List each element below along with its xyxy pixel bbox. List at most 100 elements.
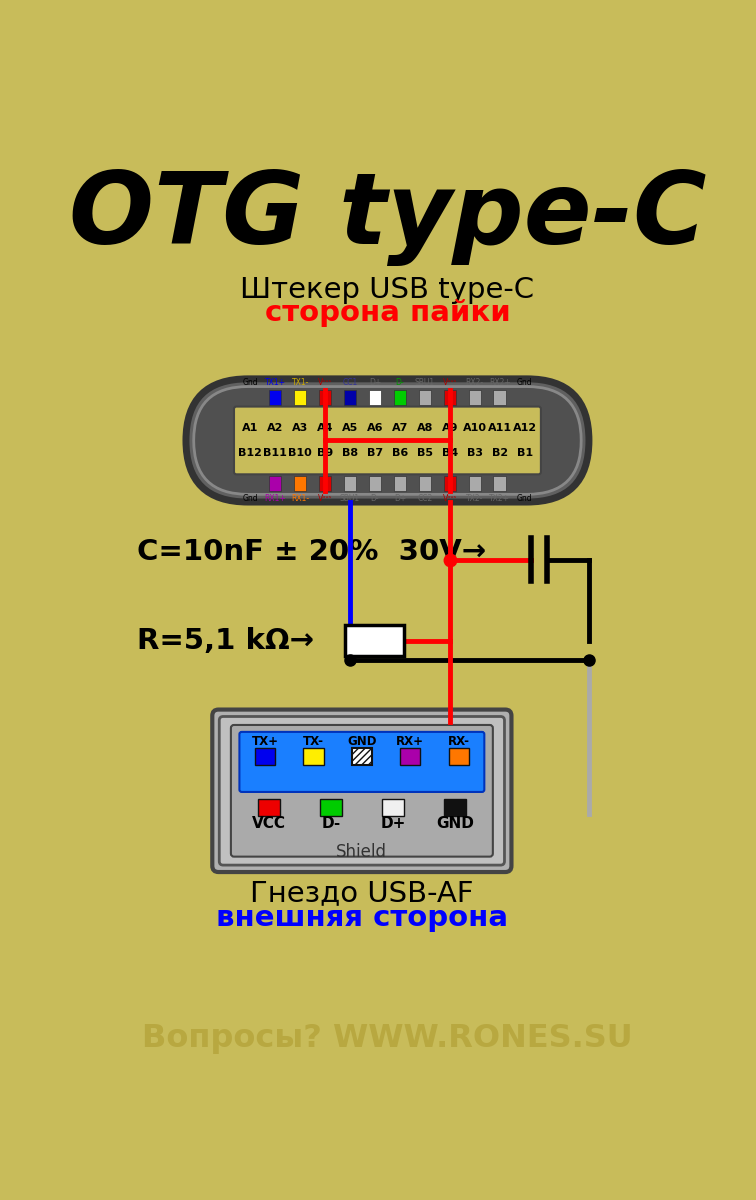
Text: TX-: TX-	[303, 736, 324, 749]
Text: B10: B10	[288, 448, 312, 457]
Text: TX2-: TX2-	[466, 493, 483, 503]
Bar	[269, 390, 281, 406]
Bar	[444, 476, 456, 491]
Text: SBU1: SBU1	[415, 378, 435, 388]
Bar	[382, 799, 404, 816]
Text: внешняя сторона: внешняя сторона	[216, 905, 508, 932]
Text: B3: B3	[466, 448, 483, 457]
Text: A9: A9	[442, 424, 458, 433]
Text: TX1-: TX1-	[292, 378, 309, 388]
Text: B11: B11	[263, 448, 287, 457]
Text: CC2: CC2	[417, 493, 432, 503]
Bar	[352, 748, 372, 766]
Bar	[319, 476, 331, 491]
Text: TX1+: TX1+	[265, 378, 286, 388]
Text: D-: D-	[395, 378, 404, 388]
Bar	[319, 390, 331, 406]
Text: B6: B6	[392, 448, 408, 457]
Text: Гнездо USB-AF: Гнездо USB-AF	[250, 878, 473, 907]
Bar	[369, 390, 381, 406]
Bar	[469, 476, 481, 491]
Text: RX2-: RX2-	[466, 378, 484, 388]
Text: D-: D-	[321, 816, 340, 832]
Text: SBU1: SBU1	[340, 493, 360, 503]
Text: GND: GND	[347, 736, 376, 749]
Bar	[369, 476, 381, 491]
Bar	[269, 476, 281, 491]
Text: A8: A8	[417, 424, 433, 433]
Text: C=10nF ± 20%  30V→: C=10nF ± 20% 30V→	[137, 538, 486, 566]
Text: GND: GND	[436, 816, 474, 832]
Text: B8: B8	[342, 448, 358, 457]
Text: A3: A3	[292, 424, 308, 433]
Text: Vᵇᵘˢ: Vᵇᵘˢ	[442, 378, 457, 388]
Bar	[344, 390, 356, 406]
Text: Vᵇᵘˢ: Vᵇᵘˢ	[318, 493, 333, 503]
Text: A7: A7	[392, 424, 408, 433]
FancyBboxPatch shape	[240, 732, 485, 792]
Text: D+: D+	[369, 378, 381, 388]
Text: B12: B12	[238, 448, 262, 457]
Text: Vᵇᵘˢ: Vᵇᵘˢ	[318, 378, 333, 388]
Text: Shield: Shield	[336, 844, 387, 862]
Bar	[294, 390, 306, 406]
Text: Vᵇᵘˢ: Vᵇᵘˢ	[442, 493, 457, 503]
Text: Gnd: Gnd	[517, 493, 532, 503]
Bar	[494, 476, 506, 491]
Bar	[444, 799, 466, 816]
Text: B9: B9	[317, 448, 333, 457]
Text: B5: B5	[417, 448, 433, 457]
Text: RX1-: RX1-	[291, 493, 309, 503]
Text: VCC: VCC	[252, 816, 286, 832]
Text: A1: A1	[242, 424, 259, 433]
Text: сторона пайки: сторона пайки	[265, 299, 510, 328]
Bar	[394, 390, 406, 406]
Bar	[320, 799, 342, 816]
Bar	[419, 390, 431, 406]
Text: RX-: RX-	[448, 736, 469, 749]
Text: D+: D+	[394, 493, 406, 503]
Text: CC1: CC1	[342, 378, 358, 388]
Bar	[344, 476, 356, 491]
Text: B4: B4	[442, 448, 458, 457]
Text: RX2+: RX2+	[489, 378, 510, 388]
Bar	[345, 625, 404, 656]
Bar	[303, 748, 324, 766]
Text: R=5,1 kΩ→: R=5,1 kΩ→	[137, 626, 314, 655]
Text: Вопросы? WWW.RONES.SU: Вопросы? WWW.RONES.SU	[142, 1024, 633, 1055]
Text: B2: B2	[491, 448, 508, 457]
Bar	[255, 748, 275, 766]
Text: D+: D+	[380, 816, 405, 832]
Text: Gnd: Gnd	[517, 378, 532, 388]
Bar	[400, 748, 420, 766]
FancyBboxPatch shape	[219, 716, 504, 865]
Text: Gnd: Gnd	[243, 378, 258, 388]
Bar	[494, 390, 506, 406]
Text: RX+: RX+	[396, 736, 424, 749]
Text: TX+: TX+	[252, 736, 278, 749]
Text: B1: B1	[516, 448, 533, 457]
Text: A6: A6	[367, 424, 383, 433]
FancyBboxPatch shape	[231, 725, 493, 857]
Text: Gnd: Gnd	[243, 493, 258, 503]
Text: TX2+: TX2+	[489, 493, 510, 503]
Text: OTG type-C: OTG type-C	[69, 169, 706, 265]
Text: A5: A5	[342, 424, 358, 433]
Bar	[448, 748, 469, 766]
FancyBboxPatch shape	[234, 407, 541, 474]
FancyBboxPatch shape	[212, 709, 512, 872]
Text: RX1+: RX1+	[265, 493, 286, 503]
Bar	[444, 390, 456, 406]
Bar	[394, 476, 406, 491]
Text: A11: A11	[488, 424, 512, 433]
Text: B7: B7	[367, 448, 383, 457]
FancyBboxPatch shape	[194, 386, 581, 494]
Text: A4: A4	[317, 424, 333, 433]
Text: Штекер USB type-C: Штекер USB type-C	[240, 276, 534, 305]
Bar	[294, 476, 306, 491]
FancyBboxPatch shape	[186, 379, 589, 502]
Bar	[419, 476, 431, 491]
Text: A12: A12	[513, 424, 537, 433]
Text: D-: D-	[370, 493, 380, 503]
Text: A10: A10	[463, 424, 487, 433]
